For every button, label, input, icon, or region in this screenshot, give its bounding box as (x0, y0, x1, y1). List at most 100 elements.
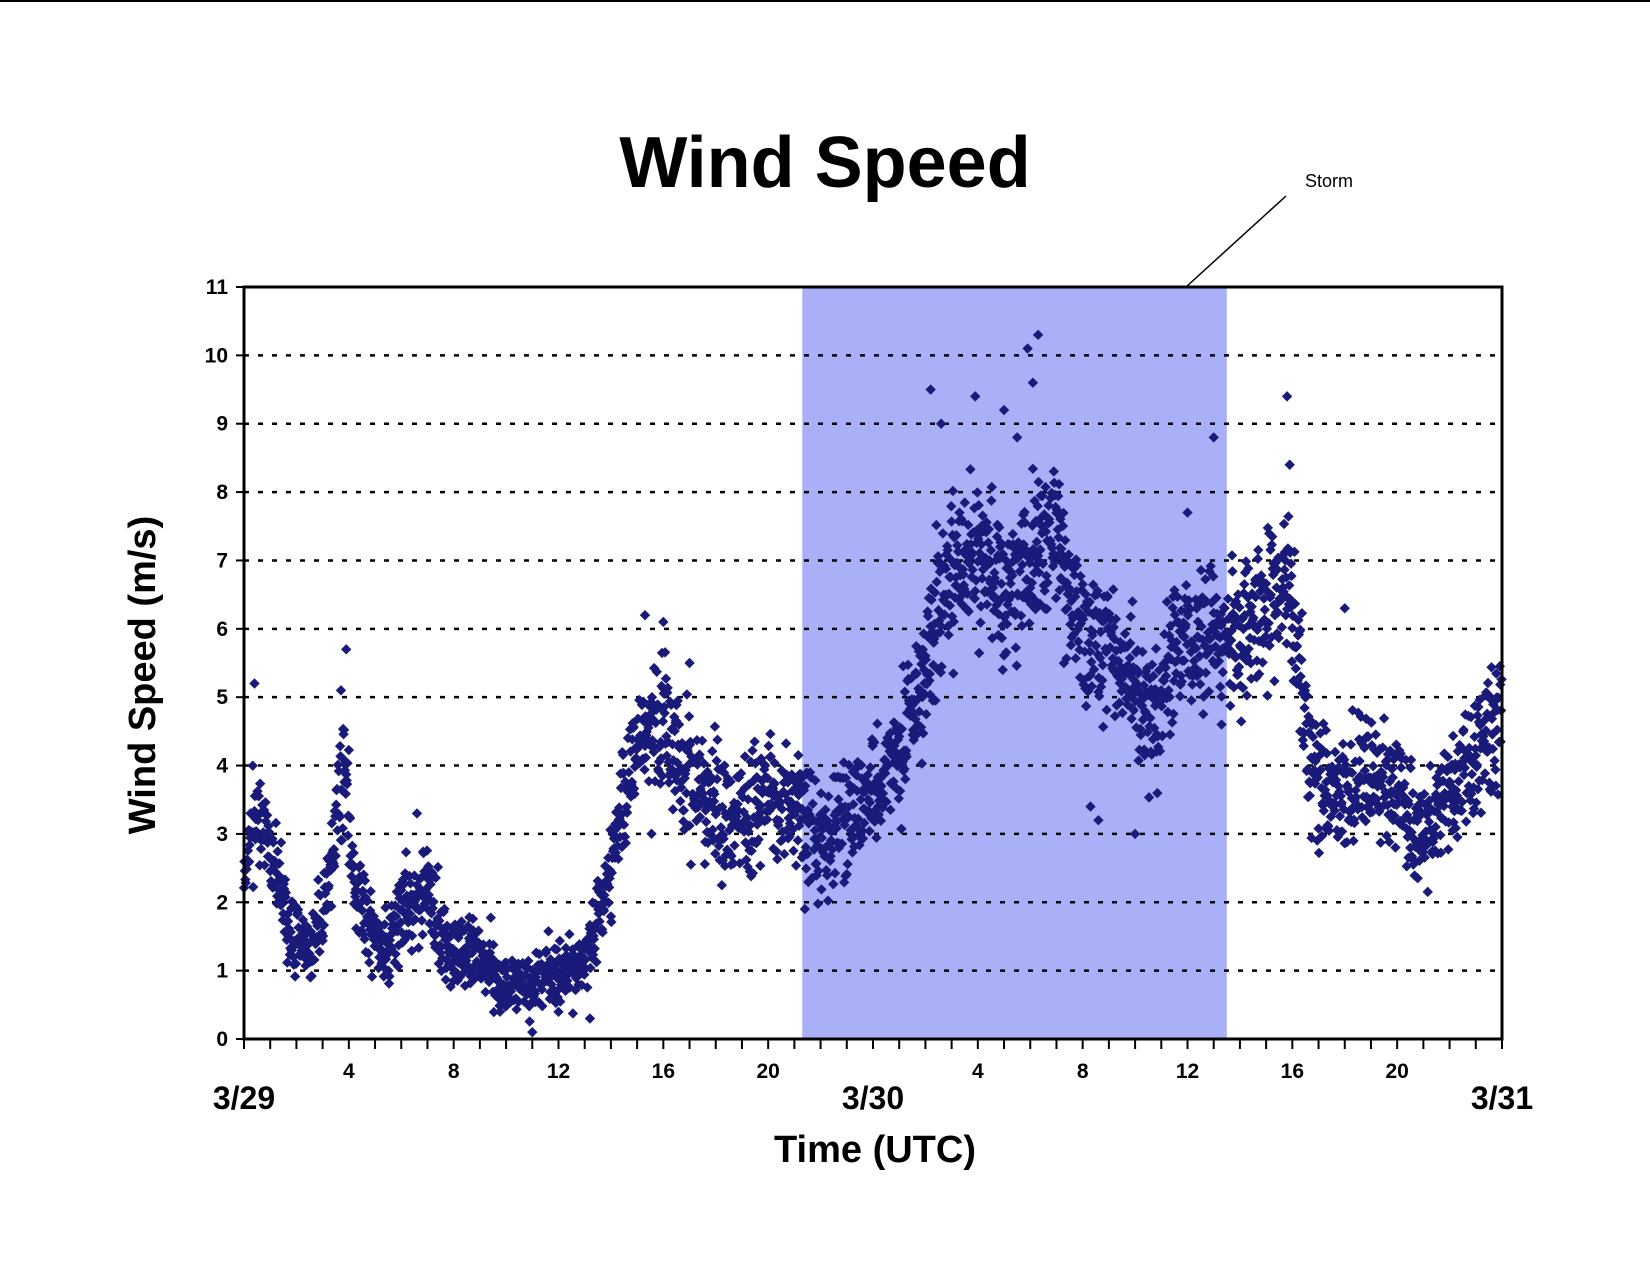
data-point (1106, 630, 1117, 641)
data-point (564, 929, 575, 940)
x-axis-label: Time (UTC) (774, 1129, 976, 1171)
data-point (916, 758, 928, 769)
data-point (1262, 690, 1273, 701)
data-point (1397, 796, 1409, 807)
data-point (941, 549, 952, 560)
data-point (728, 858, 739, 869)
data-point (759, 760, 771, 771)
data-point (446, 949, 458, 960)
data-point (523, 955, 534, 967)
data-point (842, 858, 853, 870)
data-point (529, 988, 541, 999)
data-point (329, 861, 340, 872)
data-point (672, 757, 683, 768)
data-point (1293, 614, 1304, 626)
data-point (973, 500, 984, 511)
data-point (712, 734, 723, 745)
data-point (843, 759, 855, 771)
data-point (1030, 515, 1042, 527)
data-point (372, 918, 384, 929)
data-point (351, 885, 362, 897)
data-point (1149, 722, 1160, 734)
data-point (603, 882, 615, 893)
data-point (1488, 707, 1500, 718)
data-point (793, 820, 805, 831)
data-point (1160, 662, 1171, 673)
data-point (480, 948, 492, 960)
data-point (995, 594, 1007, 605)
data-point (899, 763, 910, 775)
data-point (1295, 681, 1307, 692)
data-point (678, 805, 690, 816)
data-point (1118, 669, 1129, 680)
data-point (1296, 654, 1307, 666)
data-point (441, 963, 452, 974)
data-point (1453, 776, 1464, 787)
data-point (709, 788, 720, 800)
data-point (1311, 739, 1322, 750)
data-point (617, 749, 629, 761)
data-point (657, 716, 669, 727)
data-point (1265, 544, 1276, 556)
data-point (1216, 719, 1227, 730)
data-point (1071, 560, 1083, 571)
data-point (896, 723, 908, 735)
data-point (769, 757, 780, 769)
data-point (582, 982, 593, 993)
data-point (1315, 764, 1326, 775)
data-point (1337, 738, 1349, 750)
data-point (1384, 745, 1396, 756)
data-point (338, 724, 350, 736)
data-point (598, 905, 610, 917)
data-point (676, 776, 687, 787)
data-point (498, 979, 509, 990)
data-point (859, 817, 870, 829)
data-point (1284, 593, 1295, 604)
data-point (1253, 544, 1264, 556)
data-point (667, 804, 679, 815)
data-point (383, 978, 395, 989)
data-point (698, 758, 710, 769)
data-point (1154, 745, 1166, 757)
data-point (1295, 671, 1306, 682)
data-point (355, 897, 367, 908)
data-point (963, 519, 974, 531)
data-point (393, 940, 404, 951)
data-point (1227, 608, 1239, 619)
data-point (848, 799, 859, 810)
data-point (1238, 588, 1250, 599)
data-point (625, 746, 636, 757)
data-point (808, 814, 819, 826)
data-point (1312, 835, 1323, 846)
y-tick-label: 0 (216, 1028, 228, 1051)
data-point (805, 772, 817, 783)
data-point (1027, 377, 1039, 388)
data-point (951, 557, 963, 568)
data-point (406, 930, 418, 942)
data-point (1242, 592, 1253, 603)
data-point (1279, 547, 1291, 558)
data-point (1494, 661, 1506, 672)
data-point (1070, 653, 1081, 664)
data-point (1272, 564, 1283, 575)
data-point (1017, 559, 1028, 571)
data-point (816, 832, 828, 844)
data-point (957, 589, 968, 600)
data-point (1281, 572, 1292, 583)
data-point (869, 816, 880, 827)
data-point (1115, 643, 1126, 655)
data-point (1234, 602, 1245, 613)
data-point (1491, 724, 1503, 735)
data-point (1061, 653, 1072, 664)
data-point (1294, 624, 1306, 635)
data-point (263, 826, 275, 838)
data-point (1041, 603, 1053, 615)
data-point (925, 384, 936, 395)
data-point (1428, 833, 1439, 844)
data-point (1026, 577, 1038, 589)
data-point (661, 750, 673, 761)
data-point (1019, 517, 1031, 528)
data-point (1027, 463, 1039, 474)
data-point (1237, 613, 1248, 624)
data-point (1041, 570, 1052, 582)
